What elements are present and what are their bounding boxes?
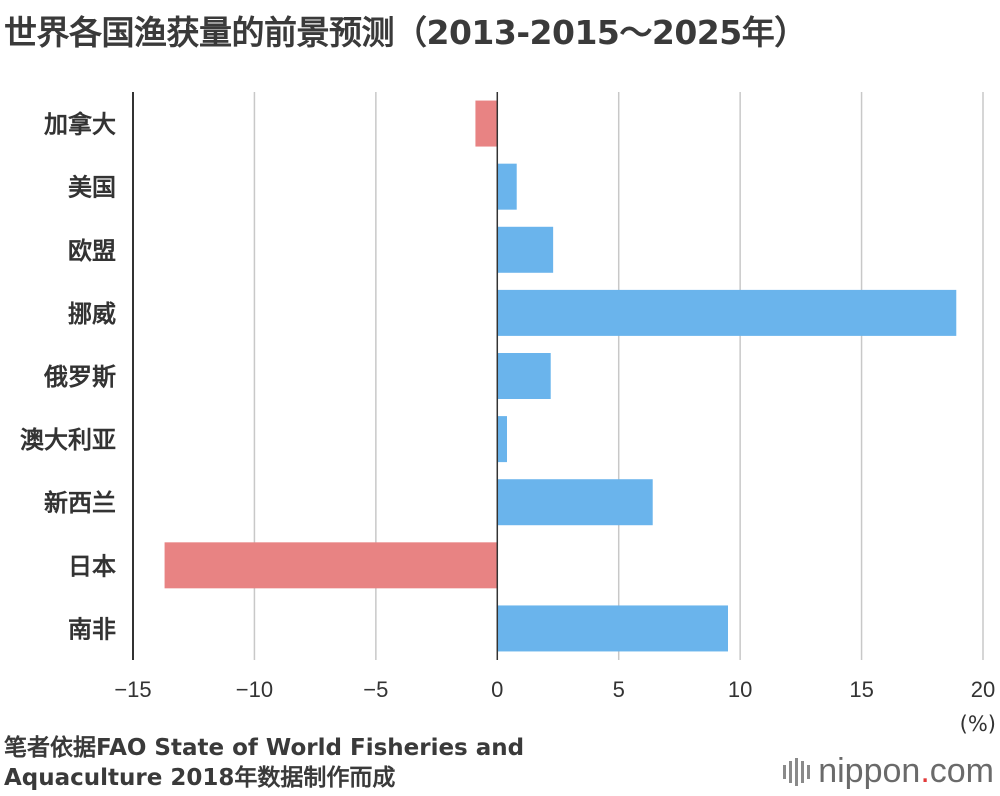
x-tick-label: −15 (114, 677, 151, 702)
category-label: 挪威 (68, 300, 116, 328)
x-tick-label: 20 (971, 677, 995, 702)
bar-4 (497, 353, 551, 399)
bar-7 (164, 542, 498, 589)
x-tick-label: 15 (849, 677, 873, 702)
source-line-1: 笔者依据FAO State of World Fisheries and (4, 735, 525, 761)
bar-0 (475, 100, 498, 147)
x-tick-label: 5 (613, 677, 625, 702)
x-tick-label: 0 (491, 677, 503, 702)
category-label: 新西兰 (44, 489, 116, 517)
source-line-2: Aquaculture 2018年数据制作而成 (4, 765, 396, 791)
logo-bars-icon (783, 757, 811, 786)
bar-3 (497, 289, 957, 336)
category-label: 美国 (68, 174, 116, 202)
category-label: 南非 (68, 615, 116, 643)
unit-label: (%) (959, 712, 996, 736)
category-label: 加拿大 (44, 111, 116, 139)
chart-title: 世界各国渔获量的前景预测（2013-2015～2025年） (4, 13, 807, 52)
x-tick-label: 10 (728, 677, 752, 702)
category-label: 澳大利亚 (20, 426, 116, 454)
x-tick-label: −10 (236, 677, 273, 702)
bar-6 (497, 479, 653, 526)
bar-5 (497, 416, 507, 463)
bar-1 (497, 163, 517, 210)
brand-suffix: com (929, 752, 994, 790)
source-note: 笔者依据FAO State of World Fisheries and Aqu… (4, 733, 524, 793)
category-label: 日本 (68, 552, 116, 580)
brand-dot: . (920, 752, 930, 790)
bar-2 (497, 226, 554, 273)
bar-8 (497, 605, 728, 652)
x-tick-label: −5 (363, 677, 388, 702)
category-label: 俄罗斯 (43, 363, 116, 391)
brand-name: nippon (818, 752, 921, 790)
nippon-logo[interactable]: nippon. com (783, 752, 994, 791)
category-label: 欧盟 (68, 237, 116, 265)
